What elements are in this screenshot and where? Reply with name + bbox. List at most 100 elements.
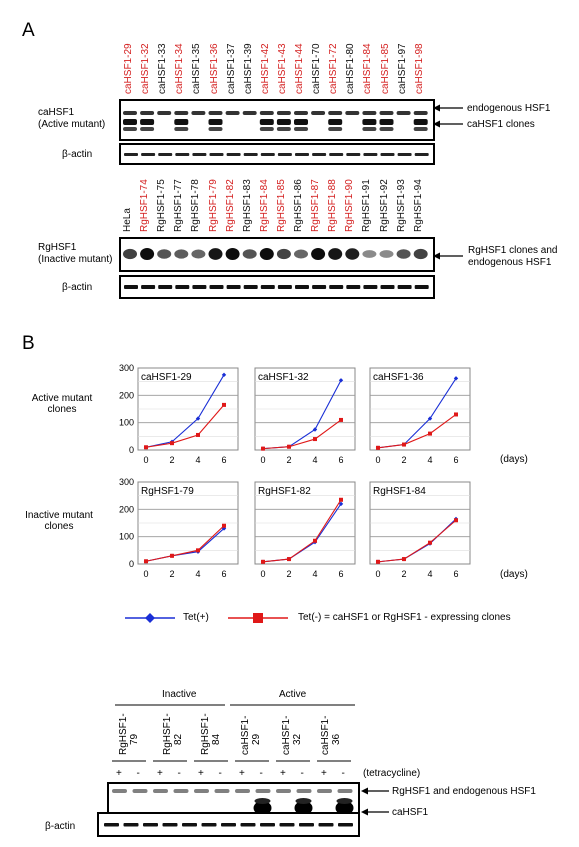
x-tick-label: 0	[143, 569, 148, 579]
rg-lane-label: RgHSF1-86	[293, 179, 304, 232]
chart-title: RgHSF1-84	[373, 486, 426, 497]
tet-minus-point	[261, 446, 265, 451]
rg-actin-band	[260, 285, 275, 289]
cahsf1-band-upper	[336, 798, 353, 804]
inactive-row-label-line1: Inactive mutant	[25, 510, 93, 521]
rg-actin-band	[209, 285, 224, 289]
x-tick-label: 2	[401, 569, 406, 579]
x-tick-label: 0	[260, 569, 265, 579]
clone-label: RgHSF1- 82	[162, 713, 184, 755]
x-tick-label: 4	[312, 569, 317, 579]
panel-c-arrows	[361, 787, 389, 816]
ca-lane-label: caHSF1-80	[345, 43, 357, 94]
panel-c-actin-band	[104, 823, 119, 827]
chart-title: RgHSF1-82	[258, 486, 311, 497]
cahsf1-band	[335, 801, 354, 815]
x-tick-label: 6	[453, 569, 458, 579]
clone-label-prefix: RgHSF1-	[118, 713, 129, 755]
rg-arrow-label-line2: endogenous HSF1	[468, 257, 552, 268]
rg-band	[328, 248, 343, 260]
rg-band	[123, 248, 137, 260]
endogenous-band	[132, 789, 148, 793]
inactive-row-label: Inactive mutant clones	[14, 510, 104, 532]
tetracycline-label: (tetracycline)	[363, 768, 421, 779]
ca-endogenous-band	[294, 111, 308, 115]
x-tick-label: 2	[401, 455, 406, 465]
ca-lane-label: caHSF1-43	[276, 43, 288, 94]
tet-minus-point	[170, 441, 174, 446]
x-tick-label: 0	[260, 455, 265, 465]
rg-actin-band	[363, 285, 378, 289]
x-tick-label: 4	[195, 455, 200, 465]
group-brackets	[115, 704, 355, 706]
tet-minus-point	[454, 518, 458, 523]
ca-endogenous-band	[345, 111, 360, 115]
rg-lane-label: RgHSF1-84	[258, 179, 270, 232]
tet-minus-point	[428, 431, 432, 436]
panel-c-actin-band	[318, 823, 334, 827]
rg-lane-label: RgHSF1-74	[139, 179, 151, 232]
clone-label-number: 79	[129, 733, 140, 745]
rg-band	[191, 249, 206, 259]
ca-clone-band	[140, 119, 155, 125]
ca-actin-blot	[119, 143, 435, 165]
active-group-label: Active	[279, 689, 307, 700]
ca-endogenous-band	[208, 111, 223, 115]
endogenous-band	[112, 789, 127, 793]
rg-band	[362, 250, 377, 258]
active-row-label: Active mutant clones	[22, 393, 102, 415]
rg-band	[242, 249, 257, 259]
rg-actin-band	[141, 285, 156, 289]
rg-band	[225, 248, 240, 260]
ca-endogenous-band	[225, 111, 240, 115]
rg-lane-label: RgHSF1-83	[241, 179, 253, 232]
chart-title: caHSF1-29	[141, 372, 192, 383]
rg-blot-label-line2: (Inactive mutant)	[38, 254, 113, 265]
rg-band	[413, 248, 428, 260]
panel-c-actin-band	[182, 823, 197, 827]
cahsf1-band	[253, 801, 272, 815]
rg-actin-band	[226, 285, 241, 289]
tet-minus-point	[196, 548, 200, 553]
tet-plus-sign: +	[280, 768, 286, 779]
ca-clone-band	[276, 119, 291, 125]
tet-minus-line	[262, 419, 342, 450]
endogenous-band	[194, 789, 209, 793]
rg-actin-band	[243, 285, 258, 289]
rg-hsf1-blot	[119, 237, 435, 272]
tet-minus-point	[170, 553, 174, 558]
tet-plus-point	[312, 427, 318, 432]
panel-c-actin-label: β-actin	[45, 821, 76, 832]
tet-minus-sign: -	[300, 768, 304, 779]
rg-band	[294, 249, 308, 259]
clone-label-prefix: caHSF1-	[320, 715, 331, 755]
tet-minus-sign: -	[218, 768, 222, 779]
panel-c-actin-strip	[97, 812, 360, 837]
rg-lane-label: RgHSF1-75	[156, 179, 168, 232]
endogenous-band	[337, 789, 353, 793]
days-label-bottom: (days)	[500, 569, 528, 580]
clone-label: caHSF1- 32	[281, 716, 303, 755]
y-tick-label: 0	[129, 559, 134, 569]
ca-clone-band	[362, 127, 377, 131]
ca-actin-band	[192, 153, 207, 156]
panel-c-actin-band	[123, 823, 139, 827]
clone-label-prefix: caHSF1-	[240, 715, 251, 755]
y-tick-label: 0	[129, 445, 134, 455]
rg-actin-band	[124, 285, 138, 289]
tet-plus-sign: +	[116, 768, 122, 779]
panel-c-actin-band	[221, 823, 236, 827]
ca-actin-band	[124, 153, 138, 156]
chart-title: caHSF1-36	[373, 372, 424, 383]
clone-label-number: 36	[331, 733, 342, 745]
legend-tet-plus-label: Tet(+)	[183, 612, 209, 623]
ca-endogenous-band	[191, 111, 206, 115]
ca-endogenous-band	[311, 111, 326, 115]
ca-endogenous-band	[123, 111, 137, 115]
clone-label-number: 29	[251, 733, 262, 745]
ca-actin-band	[414, 153, 429, 156]
inactive-group-label: Inactive	[162, 689, 197, 700]
growth-chart: RgHSF1-79 0 100 200 300 0 2 4 6	[119, 477, 239, 579]
rg-lane-label: RgHSF1-93	[395, 179, 407, 232]
